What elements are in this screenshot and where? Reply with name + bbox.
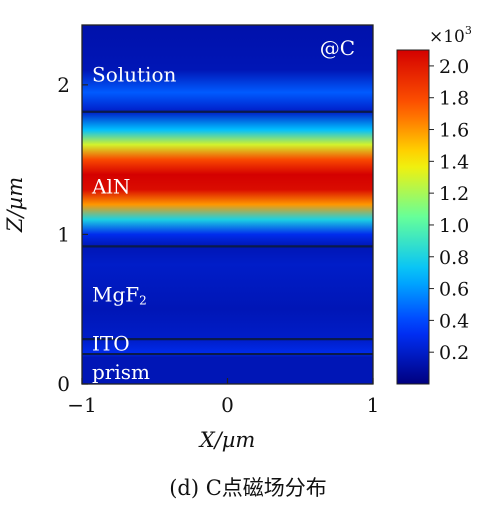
colorbar-tick-label: 0.4 xyxy=(439,310,469,332)
heatmap-plot: prism ITO MgF2 AlN Solution @C xyxy=(81,24,374,385)
y-tick-label: 1 xyxy=(57,222,70,246)
point-annotation: @C xyxy=(320,36,355,60)
x-tick-label: 0 xyxy=(221,393,234,417)
layer-boundaries xyxy=(82,110,373,356)
colorbar-tick-label: 1.8 xyxy=(439,88,469,110)
colorbar-scale xyxy=(396,49,430,385)
x-tick-label: −1 xyxy=(67,393,96,417)
layer-label: prism xyxy=(92,360,150,384)
colorbar-tick-label: 1.2 xyxy=(439,183,469,205)
colorbar-tick-label: 2.0 xyxy=(439,56,469,78)
heatmap-field xyxy=(82,25,373,384)
x-axis-ticks: −1 0 1 xyxy=(67,378,379,417)
layer-label: Solution xyxy=(92,62,176,86)
figure-caption: (d) C点磁场分布 xyxy=(169,476,327,500)
layer-label: MgF2 xyxy=(92,282,147,307)
layer-label: AlN xyxy=(91,175,130,199)
colorbar-ticks: 0.2 0.4 0.6 0.8 1.0 1.2 1.4 1.6 1.8 2.0 xyxy=(429,56,469,364)
colorbar-tick-label: 0.2 xyxy=(439,342,469,364)
layer-labels: prism ITO MgF2 AlN Solution xyxy=(91,62,176,384)
colorbar-tick-label: 1.0 xyxy=(439,215,469,237)
colorbar-multiplier: ×103 xyxy=(429,24,472,47)
x-axis-label: X/µm xyxy=(198,428,256,452)
y-tick-label: 2 xyxy=(57,73,70,97)
layer-label: ITO xyxy=(92,332,130,356)
colorbar-tick-label: 0.8 xyxy=(439,247,469,269)
colorbar-tick-label: 0.6 xyxy=(439,279,469,301)
x-tick-label: 1 xyxy=(367,393,380,417)
colorbar: 0.2 0.4 0.6 0.8 1.0 1.2 1.4 1.6 1.8 2.0 ×103 xyxy=(396,24,472,385)
colorbar-tick-label: 1.6 xyxy=(439,120,469,142)
colorbar-tick-label: 1.4 xyxy=(439,151,469,173)
y-axis-label: Z/µm xyxy=(3,177,27,233)
y-tick-label: 0 xyxy=(57,372,70,396)
y-axis-ticks: 0 1 2 xyxy=(57,73,88,396)
layer-label-subscript: 2 xyxy=(139,293,147,307)
colorbar-exponent: 3 xyxy=(465,24,472,37)
